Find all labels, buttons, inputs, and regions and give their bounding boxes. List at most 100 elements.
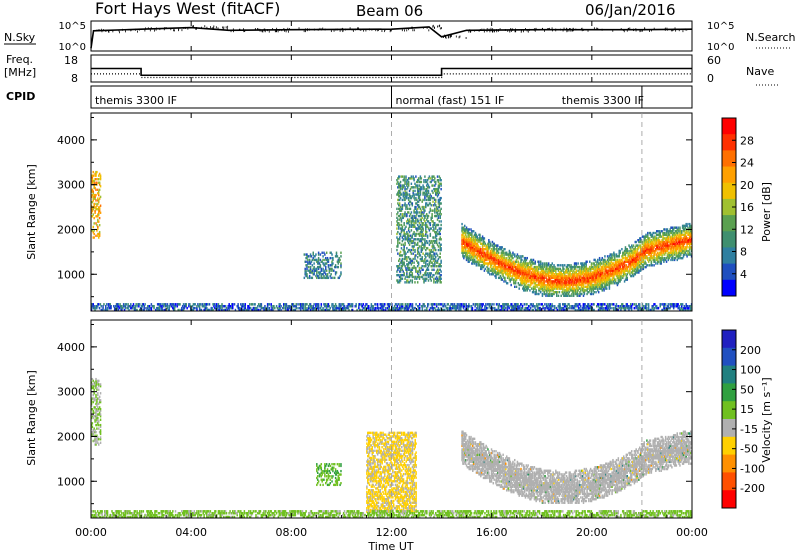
- heatmap-cell: [397, 245, 399, 248]
- heatmap-cell: [612, 267, 614, 271]
- heatmap-cell: [667, 256, 670, 260]
- heatmap-cell: [685, 247, 687, 251]
- heatmap-cell: [626, 260, 629, 263]
- heatmap-cell: [588, 267, 590, 271]
- heatmap-cell: [488, 240, 490, 244]
- heatmap-cell: [416, 193, 418, 196]
- heatmap-cell: [550, 276, 553, 280]
- heatmap-cell: [526, 278, 528, 281]
- heatmap-cell: [678, 244, 680, 247]
- heatmap-cell: [434, 239, 436, 243]
- heatmap-cell: [404, 257, 406, 261]
- heatmap-cell: [463, 231, 466, 235]
- heatmap-cell: [415, 193, 417, 196]
- heatmap-cell: [488, 262, 490, 265]
- heatmap-cell: [91, 303, 94, 306]
- heatmap-cell: [663, 249, 665, 253]
- heatmap-cell: [403, 204, 405, 207]
- heatmap-cell: [549, 264, 552, 267]
- heatmap-cell: [644, 235, 646, 238]
- heatmap-cell: [632, 260, 635, 263]
- heatmap-cell: [565, 287, 568, 290]
- heatmap-cell: [397, 198, 399, 202]
- heatmap-cell: [332, 269, 334, 272]
- heatmap-cell: [689, 242, 691, 246]
- heatmap-cell: [662, 231, 664, 235]
- heatmap-cell: [437, 189, 440, 193]
- heatmap-cell: [605, 269, 607, 272]
- heatmap-cell: [521, 255, 523, 258]
- heatmap-cell: [685, 224, 687, 228]
- heatmap-cell: [461, 226, 463, 229]
- heatmap-cell: [680, 242, 683, 246]
- heatmap-cell: [425, 259, 428, 263]
- heatmap-cell: [664, 247, 667, 251]
- heatmap-cell: [431, 241, 433, 245]
- heatmap-cell: [612, 262, 614, 265]
- heatmap-cell: [485, 244, 487, 247]
- heatmap-cell: [525, 280, 528, 283]
- heatmap-cell: [622, 262, 624, 265]
- heatmap-cell: [645, 265, 647, 269]
- heatmap-cell: [600, 258, 603, 262]
- heatmap-cell: [539, 283, 541, 287]
- heatmap-cell: [414, 189, 416, 193]
- heatmap-cell: [498, 276, 501, 280]
- heatmap-cell: [325, 276, 327, 280]
- heatmap-cell: [626, 251, 629, 254]
- heatmap-cell: [518, 265, 520, 269]
- heatmap-cell: [439, 256, 441, 259]
- heatmap-cell: [411, 245, 414, 248]
- heatmap-cell: [509, 274, 512, 278]
- heatmap-cell: [481, 237, 484, 240]
- heatmap-cell: [630, 262, 633, 265]
- heatmap-cell: [416, 241, 419, 245]
- heatmap-cell: [92, 195, 95, 199]
- heatmap-cell: [440, 182, 442, 185]
- heatmap-cell: [686, 249, 688, 253]
- heatmap-cell: [440, 270, 442, 273]
- heatmap-cell: [646, 251, 648, 254]
- heatmap-cell: [587, 282, 589, 285]
- heatmap-cell: [546, 262, 548, 265]
- heatmap-cell: [548, 292, 551, 296]
- heatmap-cell: [687, 237, 689, 240]
- heatmap-cell: [480, 251, 483, 254]
- heatmap-cell: [415, 218, 417, 221]
- heatmap-cell: [480, 239, 483, 242]
- heatmap-cell: [539, 278, 542, 281]
- heatmap-cell: [308, 274, 311, 278]
- heatmap-cell: [536, 271, 538, 274]
- heatmap-cell: [572, 278, 574, 281]
- heatmap-cell: [429, 232, 432, 236]
- heatmap-cell: [411, 216, 414, 220]
- heatmap-cell: [568, 283, 570, 287]
- heatmap-cell: [488, 246, 490, 249]
- heatmap-cell: [668, 240, 670, 244]
- heatmap-cell: [575, 285, 578, 289]
- heatmap-cell: [555, 287, 558, 290]
- heatmap-cell: [493, 247, 495, 251]
- heatmap-cell: [641, 247, 644, 251]
- heatmap-cell: [595, 273, 597, 276]
- heatmap-cell: [435, 261, 438, 264]
- heatmap-cell: [425, 273, 427, 277]
- heatmap-cell: [424, 214, 426, 218]
- heatmap-cell: [562, 292, 564, 296]
- heatmap-cell: [486, 251, 488, 254]
- heatmap-cell: [552, 282, 554, 285]
- heatmap-cell: [624, 267, 627, 271]
- heatmap-cell: [479, 256, 481, 260]
- heatmap-cell: [642, 258, 645, 262]
- heatmap-cell: [494, 258, 496, 262]
- heatmap-cell: [585, 271, 587, 274]
- heatmap-cell: [471, 244, 473, 247]
- heatmap-cell: [547, 262, 550, 265]
- heatmap-cell: [410, 252, 413, 255]
- heatmap-cell: [540, 283, 543, 287]
- heatmap-cell: [406, 193, 408, 196]
- heatmap-cell: [624, 273, 627, 276]
- heatmap-cell: [527, 278, 529, 281]
- heatmap-cell: [590, 265, 593, 269]
- heatmap-cell: [94, 186, 96, 190]
